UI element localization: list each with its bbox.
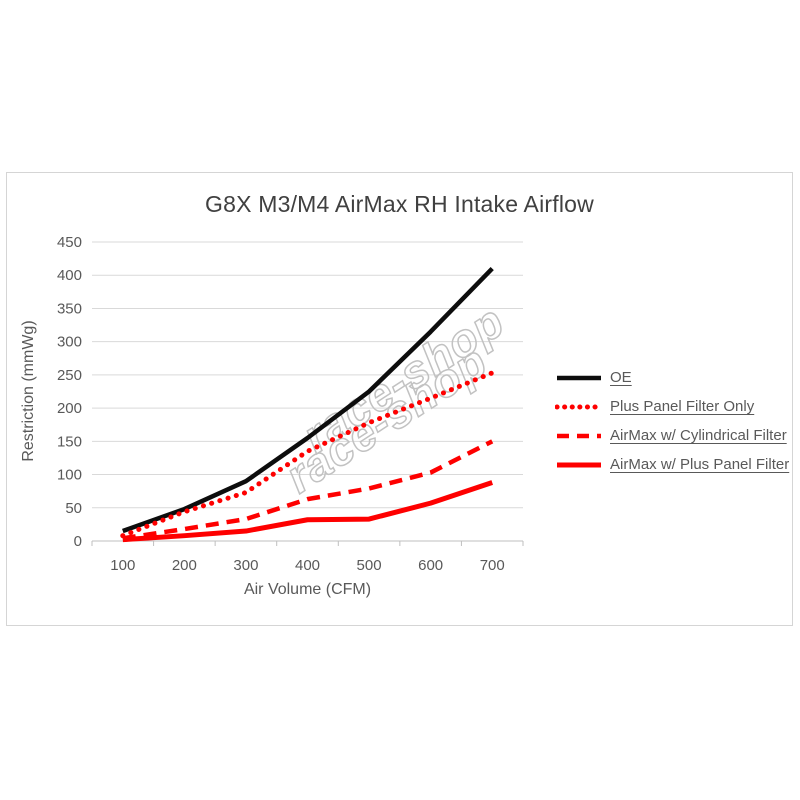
svg-text:150: 150: [57, 433, 82, 450]
legend-label: AirMax w/ Cylindrical Filter: [610, 427, 787, 444]
svg-text:700: 700: [480, 557, 505, 574]
y-axis-title: Restriction (mmWg): [20, 320, 37, 462]
plot-area: 0 50 100 150 200 250 300 350 400 450 100 200 300 400 5…: [57, 234, 524, 574]
legend-label: AirMax w/ Plus Panel Filter: [610, 456, 790, 473]
legend-swatch-dotted-red-icon: [555, 404, 603, 409]
svg-text:300: 300: [57, 334, 82, 351]
svg-text:200: 200: [172, 557, 197, 574]
legend-item-airmax-plus-panel: AirMax w/ Plus Panel Filter: [555, 454, 789, 475]
legend-swatch-solid-red-icon: [557, 462, 601, 467]
svg-text:400: 400: [295, 557, 320, 574]
series-line: [122, 480, 494, 543]
legend-label: OE: [610, 369, 632, 386]
legend-label: Plus Panel Filter Only: [610, 398, 755, 415]
svg-text:100: 100: [110, 557, 135, 574]
svg-text:350: 350: [57, 300, 82, 317]
legend-swatch-solid-black-icon: [557, 375, 601, 380]
legend-swatch-dashed-red-icon: [557, 433, 601, 438]
x-axis-title: Air Volume (CFM): [243, 581, 372, 598]
svg-text:600: 600: [418, 557, 443, 574]
svg-text:450: 450: [57, 234, 82, 251]
legend-item-plus-panel-only: Plus Panel Filter Only: [555, 396, 789, 417]
svg-text:0: 0: [74, 533, 82, 550]
chart-frame: G8X M3/M4 AirMax RH Intake Airflow 0 50 10…: [6, 172, 793, 626]
series-line: [122, 267, 494, 534]
svg-text:250: 250: [57, 367, 82, 384]
svg-text:300: 300: [233, 557, 258, 574]
series-line: [122, 439, 494, 541]
legend-item-oe: OE: [555, 367, 789, 388]
svg-text:50: 50: [65, 500, 82, 517]
svg-text:500: 500: [357, 557, 382, 574]
svg-text:400: 400: [57, 267, 82, 284]
series-line: [120, 370, 495, 539]
legend: OE Plus Panel Filter Only AirMax w/ Cyli…: [555, 367, 789, 475]
chart-title: G8X M3/M4 AirMax RH Intake Airflow: [205, 191, 594, 217]
svg-text:200: 200: [57, 400, 82, 417]
legend-item-airmax-cylindrical: AirMax w/ Cylindrical Filter: [555, 425, 789, 446]
svg-text:100: 100: [57, 467, 82, 484]
